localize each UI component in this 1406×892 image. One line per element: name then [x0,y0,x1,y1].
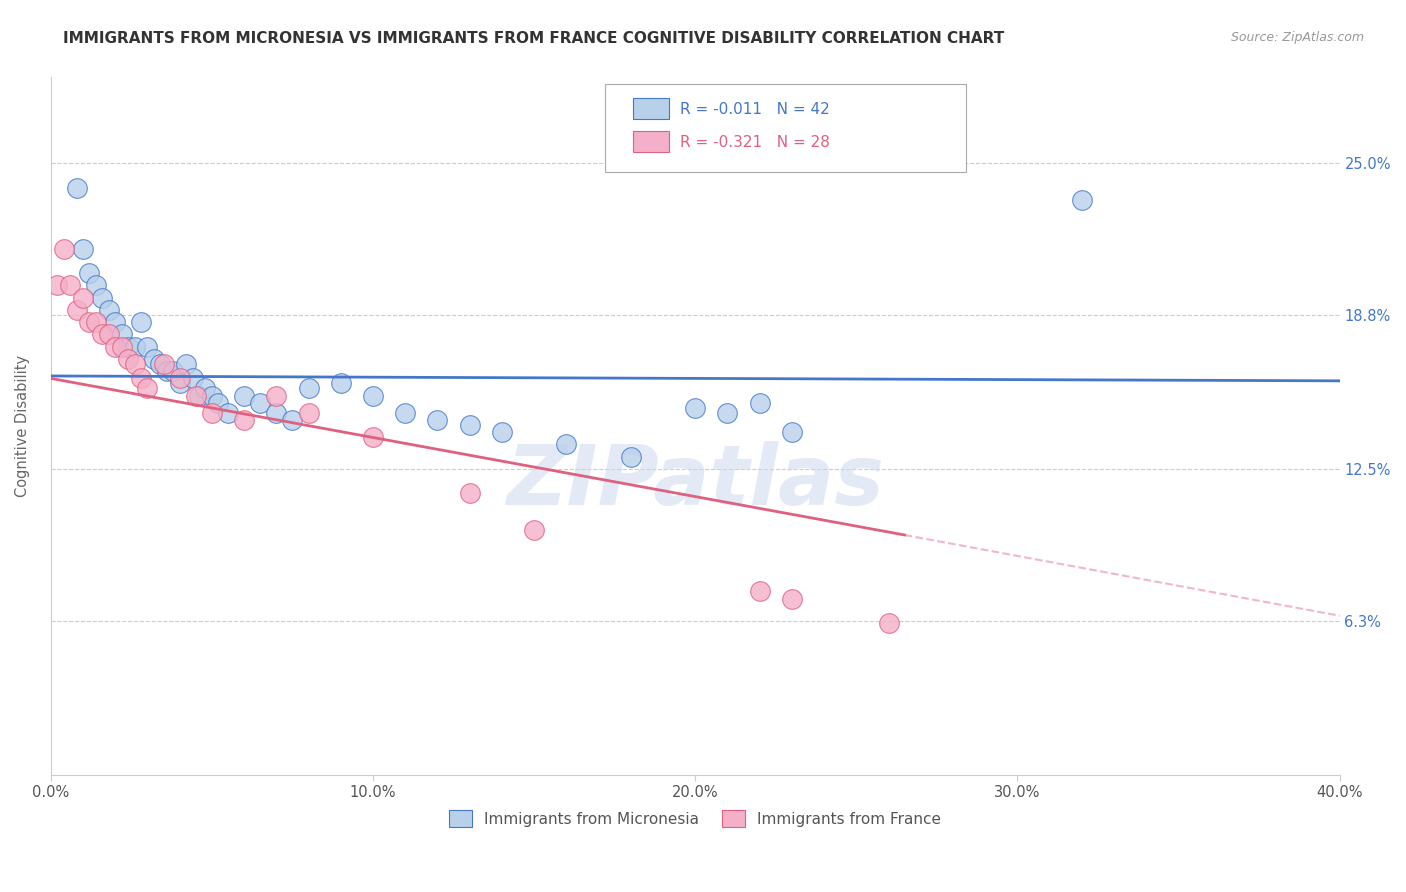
Point [394,406,416,420]
Point [111,340,134,354]
Point [555,437,578,451]
Point [162,364,184,378]
Point [329,376,352,391]
Point [152,357,174,371]
Point [97,302,120,317]
Point [111,327,134,342]
Bar [633,98,669,120]
Text: IMMIGRANTS FROM MICRONESIA VS IMMIGRANTS FROM FRANCE COGNITIVE DISABILITY CORREL: IMMIGRANTS FROM MICRONESIA VS IMMIGRANTS… [63,31,1004,46]
Point [266,388,288,402]
Point [233,388,256,402]
Point [91,327,114,342]
Point [780,591,803,606]
Point [104,340,127,354]
Point [91,291,114,305]
Point [65,180,87,194]
Point [620,450,643,464]
Point [361,430,384,444]
Point [46,278,69,293]
Point [458,486,481,500]
Point [169,371,191,385]
Point [124,340,146,354]
Text: ZIPatlas: ZIPatlas [506,442,884,523]
Point [84,278,107,293]
Point [136,381,159,395]
Point [201,406,224,420]
Point [104,315,127,329]
Y-axis label: Cognitive Disability: Cognitive Disability [15,355,30,497]
Point [129,315,152,329]
Point [233,413,256,427]
Point [683,401,706,415]
Point [52,242,75,256]
Point [361,388,384,402]
FancyBboxPatch shape [605,85,966,171]
Bar [633,130,669,152]
Point [297,381,319,395]
Point [129,371,152,385]
Point [124,357,146,371]
Point [79,266,101,280]
Point [188,388,211,402]
Text: R = -0.321   N = 28: R = -0.321 N = 28 [679,135,830,150]
Point [79,315,101,329]
Point [877,616,900,631]
Point [169,376,191,391]
Point [194,381,217,395]
Point [281,413,304,427]
Point [136,340,159,354]
Point [491,425,513,440]
Point [1070,193,1092,207]
Point [97,327,120,342]
Point [117,351,139,366]
Point [780,425,803,440]
Text: R = -0.011   N = 42: R = -0.011 N = 42 [679,102,830,117]
Point [142,351,165,366]
Point [748,584,770,599]
Point [207,396,229,410]
Point [523,523,546,537]
Point [174,357,197,371]
Point [117,340,139,354]
Point [59,278,82,293]
Point [149,357,172,371]
Point [426,413,449,427]
Point [249,396,271,410]
Point [748,396,770,410]
Point [84,315,107,329]
Point [65,302,87,317]
Point [458,417,481,432]
Point [201,388,224,402]
Point [184,388,207,402]
Point [72,242,94,256]
Point [297,406,319,420]
Point [716,406,738,420]
Point [217,406,239,420]
Point [266,406,288,420]
Point [181,371,204,385]
Point [72,291,94,305]
Text: Source: ZipAtlas.com: Source: ZipAtlas.com [1230,31,1364,45]
Point [156,364,179,378]
Legend: Immigrants from Micronesia, Immigrants from France: Immigrants from Micronesia, Immigrants f… [443,804,948,833]
